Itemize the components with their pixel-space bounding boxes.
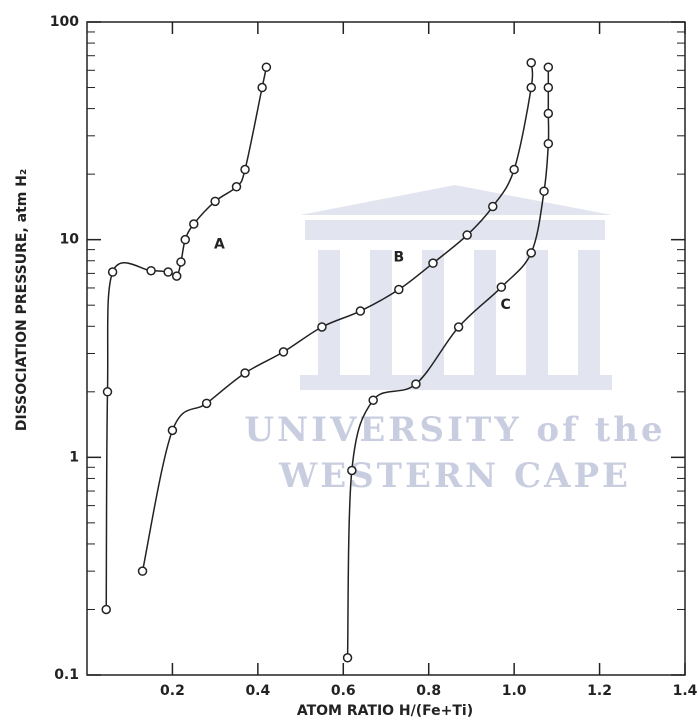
data-point — [509, 164, 519, 175]
data-point — [171, 271, 182, 281]
data-point — [189, 219, 199, 229]
y-tick-label: 10 — [60, 232, 80, 248]
data-point — [107, 267, 118, 277]
watermark-building — [300, 185, 612, 390]
data-point — [526, 82, 536, 93]
data-point — [347, 465, 357, 476]
data-point — [201, 398, 212, 409]
watermark-text: UNIVERSITY of the — [244, 410, 665, 450]
y-tick-label: 1 — [69, 449, 79, 465]
series-label: A — [214, 237, 225, 253]
series-label: C — [500, 297, 510, 313]
data-point — [146, 265, 156, 276]
data-point — [394, 284, 404, 295]
data-point — [428, 258, 438, 268]
data-point — [137, 566, 148, 576]
data-point — [453, 322, 464, 332]
data-point — [167, 425, 178, 436]
watermark-text: WESTERN CAPE — [278, 456, 631, 496]
data-point — [163, 267, 173, 277]
data-point — [342, 653, 353, 663]
data-point — [240, 368, 250, 378]
data-point — [180, 234, 190, 245]
data-point — [368, 395, 378, 405]
series-line — [105, 67, 268, 610]
x-axis-label: ATOM RATIO H/(Fe+Ti) — [297, 703, 473, 719]
y-axis-label: DISSOCIATION PRESSURE, atm H₂ — [14, 169, 30, 431]
data-point — [526, 57, 536, 68]
y-tick-label: 0.1 — [54, 667, 79, 683]
x-tick-label: 0.2 — [160, 683, 185, 699]
data-point — [240, 164, 250, 175]
data-point — [543, 108, 554, 119]
data-point — [526, 248, 536, 258]
data-point — [231, 182, 242, 192]
plot-frame — [86, 21, 686, 676]
data-point — [411, 379, 421, 389]
series-label: B — [393, 249, 404, 265]
x-tick-label: 0.6 — [331, 683, 356, 699]
x-tick-label: 0.4 — [245, 683, 270, 699]
data-point — [543, 62, 554, 72]
data-point — [539, 186, 549, 196]
data-point — [462, 230, 472, 240]
x-tick-label: 1.2 — [587, 683, 612, 699]
x-tick-label: 1.4 — [673, 683, 698, 699]
data-point — [488, 201, 498, 212]
data-point — [176, 257, 186, 267]
data-point — [257, 82, 267, 93]
data-point — [317, 322, 327, 332]
data-point — [102, 387, 113, 397]
data-point — [278, 347, 289, 357]
y-tick-label: 100 — [50, 14, 79, 30]
data-point — [261, 62, 272, 72]
data-point — [101, 604, 111, 615]
data-point — [543, 138, 554, 149]
data-point — [543, 82, 554, 93]
data-point — [496, 282, 507, 292]
x-tick-label: 0.8 — [416, 683, 441, 699]
x-tick-label: 1.0 — [502, 683, 527, 699]
data-point — [355, 306, 366, 316]
data-point — [210, 196, 220, 207]
